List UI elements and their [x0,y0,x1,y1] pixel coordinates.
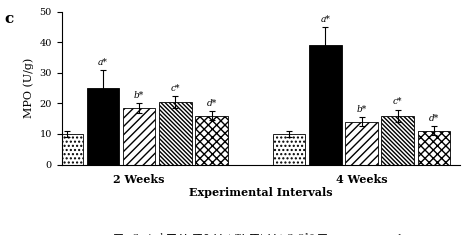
Bar [345,122,378,164]
Bar [159,102,191,164]
Text: a*: a* [320,15,330,24]
Text: b*: b* [134,91,144,100]
Bar [87,88,119,164]
Text: c*: c* [393,98,402,106]
X-axis label: Experimental Intervals: Experimental Intervals [189,187,333,198]
Text: c*: c* [171,84,180,93]
Text: b*: b* [356,105,367,114]
Bar [123,108,155,164]
Bar [51,134,83,164]
Bar [418,131,450,164]
Text: c: c [5,12,14,26]
Text: d*: d* [429,114,439,123]
Bar [273,134,305,164]
Bar [309,45,342,164]
Legend: ·· Control, AA, ⊘ AA + TA, \ AA+ CoQ10, ▪ AA + TA +CoQ10: ·· Control, AA, ⊘ AA + TA, \ AA+ CoQ10, … [113,233,408,235]
Text: d*: d* [207,99,217,108]
Bar [195,116,228,164]
Text: a*: a* [98,58,108,67]
Bar [382,116,414,164]
Y-axis label: MPO (U/g): MPO (U/g) [23,58,34,118]
